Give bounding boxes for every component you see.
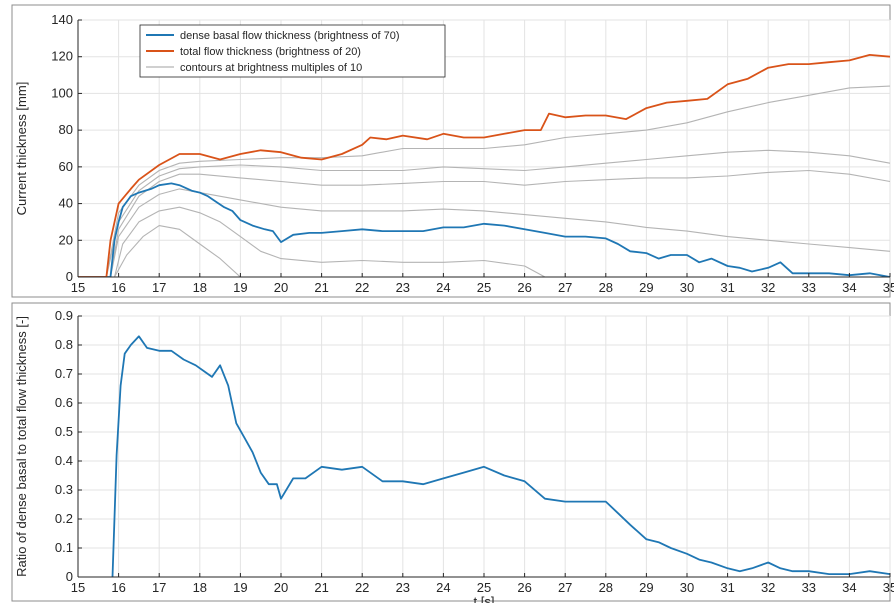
x-tick-label: 17 [152, 580, 166, 595]
x-tick-label: 19 [233, 280, 247, 295]
y-tick-label: 80 [59, 122, 73, 137]
x-tick-label: 33 [802, 280, 816, 295]
x-tick-label: 27 [558, 280, 572, 295]
y-tick-label: 40 [59, 196, 73, 211]
y-tick-label: 20 [59, 232, 73, 247]
x-tick-label: 25 [477, 580, 491, 595]
x-tick-label: 22 [355, 280, 369, 295]
series-line-3 [78, 85, 890, 277]
legend-box [139, 24, 446, 78]
x-tick-label: 19 [233, 580, 247, 595]
legend-entry-label: contours at brightness multiples of 10 [180, 62, 362, 74]
y-tick-label: 0.2 [55, 511, 73, 526]
y-tick-label: 0 [66, 269, 73, 284]
x-tick-label: 18 [193, 580, 207, 595]
y-axis-label: Ratio of dense basal to total flow thick… [14, 316, 29, 577]
x-tick-label: 34 [842, 580, 856, 595]
y-axis-label: Current thickness [mm] [14, 82, 29, 216]
y-tick-label: 0.4 [55, 453, 73, 468]
x-axis-label: t [s] [474, 594, 495, 603]
x-tick-label: 29 [639, 280, 653, 295]
x-tick-label: 16 [111, 280, 125, 295]
y-tick-label: 140 [51, 12, 73, 27]
x-tick-label: 23 [396, 280, 410, 295]
x-tick-label: 26 [517, 580, 531, 595]
x-tick-label: 30 [680, 580, 694, 595]
y-tick-label: 0.1 [55, 540, 73, 555]
x-tick-label: 34 [842, 280, 856, 295]
x-tick-label: 31 [720, 580, 734, 595]
x-tick-label: 16 [111, 580, 125, 595]
y-tick-label: 0 [66, 569, 73, 584]
x-tick-label: 30 [680, 280, 694, 295]
x-tick-label: 32 [761, 280, 775, 295]
y-tick-label: 60 [59, 159, 73, 174]
x-tick-label: 32 [761, 580, 775, 595]
series-line-1 [78, 182, 890, 277]
x-tick-label: 15 [71, 280, 85, 295]
series-line-7 [78, 206, 546, 277]
series-line-4 [78, 149, 890, 277]
legend-entry-label: total flow thickness (brightness of 20) [180, 46, 361, 58]
x-tick-label: 35 [883, 280, 894, 295]
x-tick-label: 23 [396, 580, 410, 595]
chart-panel-1: 15 16 17 18 19 20 21 22 23 24 25 26 27 28 29 30 31 32 33 34… [11, 4, 894, 298]
x-tick-label: 35 [883, 580, 894, 595]
chart-panel-2: 15 16 17 18 19 20 21 22 23 24 25 26 27 28 29 30 31 32 33 34… [11, 302, 894, 603]
x-tick-label: 15 [71, 580, 85, 595]
x-tick-label: 20 [274, 280, 288, 295]
y-tick-label: 0.9 [55, 308, 73, 323]
series-line-6 [78, 188, 890, 277]
y-tick-label: 0.7 [55, 366, 73, 381]
y-tick-label: 120 [51, 49, 73, 64]
x-tick-label: 21 [314, 580, 328, 595]
x-tick-label: 18 [193, 280, 207, 295]
series-line-2 [78, 54, 890, 277]
x-tick-label: 24 [436, 580, 450, 595]
x-tick-label: 31 [720, 280, 734, 295]
x-tick-label: 29 [639, 580, 653, 595]
x-tick-label: 24 [436, 280, 450, 295]
series-line-8 [78, 225, 241, 277]
y-tick-label: 0.3 [55, 482, 73, 497]
x-tick-label: 17 [152, 280, 166, 295]
y-tick-label: 0.8 [55, 337, 73, 352]
x-tick-label: 28 [599, 280, 613, 295]
y-tick-label: 100 [51, 85, 73, 100]
y-tick-label: 0.6 [55, 395, 73, 410]
x-tick-label: 21 [314, 280, 328, 295]
x-tick-label: 20 [274, 580, 288, 595]
series-line-1 [111, 335, 890, 577]
panel-border [11, 302, 891, 602]
legend: dense basal flow thickness (brightness o… [139, 24, 446, 78]
x-tick-label: 33 [802, 580, 816, 595]
x-tick-label: 25 [477, 280, 491, 295]
legend-entry-label: dense basal flow thickness (brightness o… [180, 30, 400, 42]
x-tick-label: 22 [355, 580, 369, 595]
x-tick-label: 26 [517, 280, 531, 295]
x-tick-label: 27 [558, 580, 572, 595]
y-tick-label: 0.5 [55, 424, 73, 439]
x-tick-label: 28 [599, 580, 613, 595]
series-line-5 [78, 169, 890, 277]
